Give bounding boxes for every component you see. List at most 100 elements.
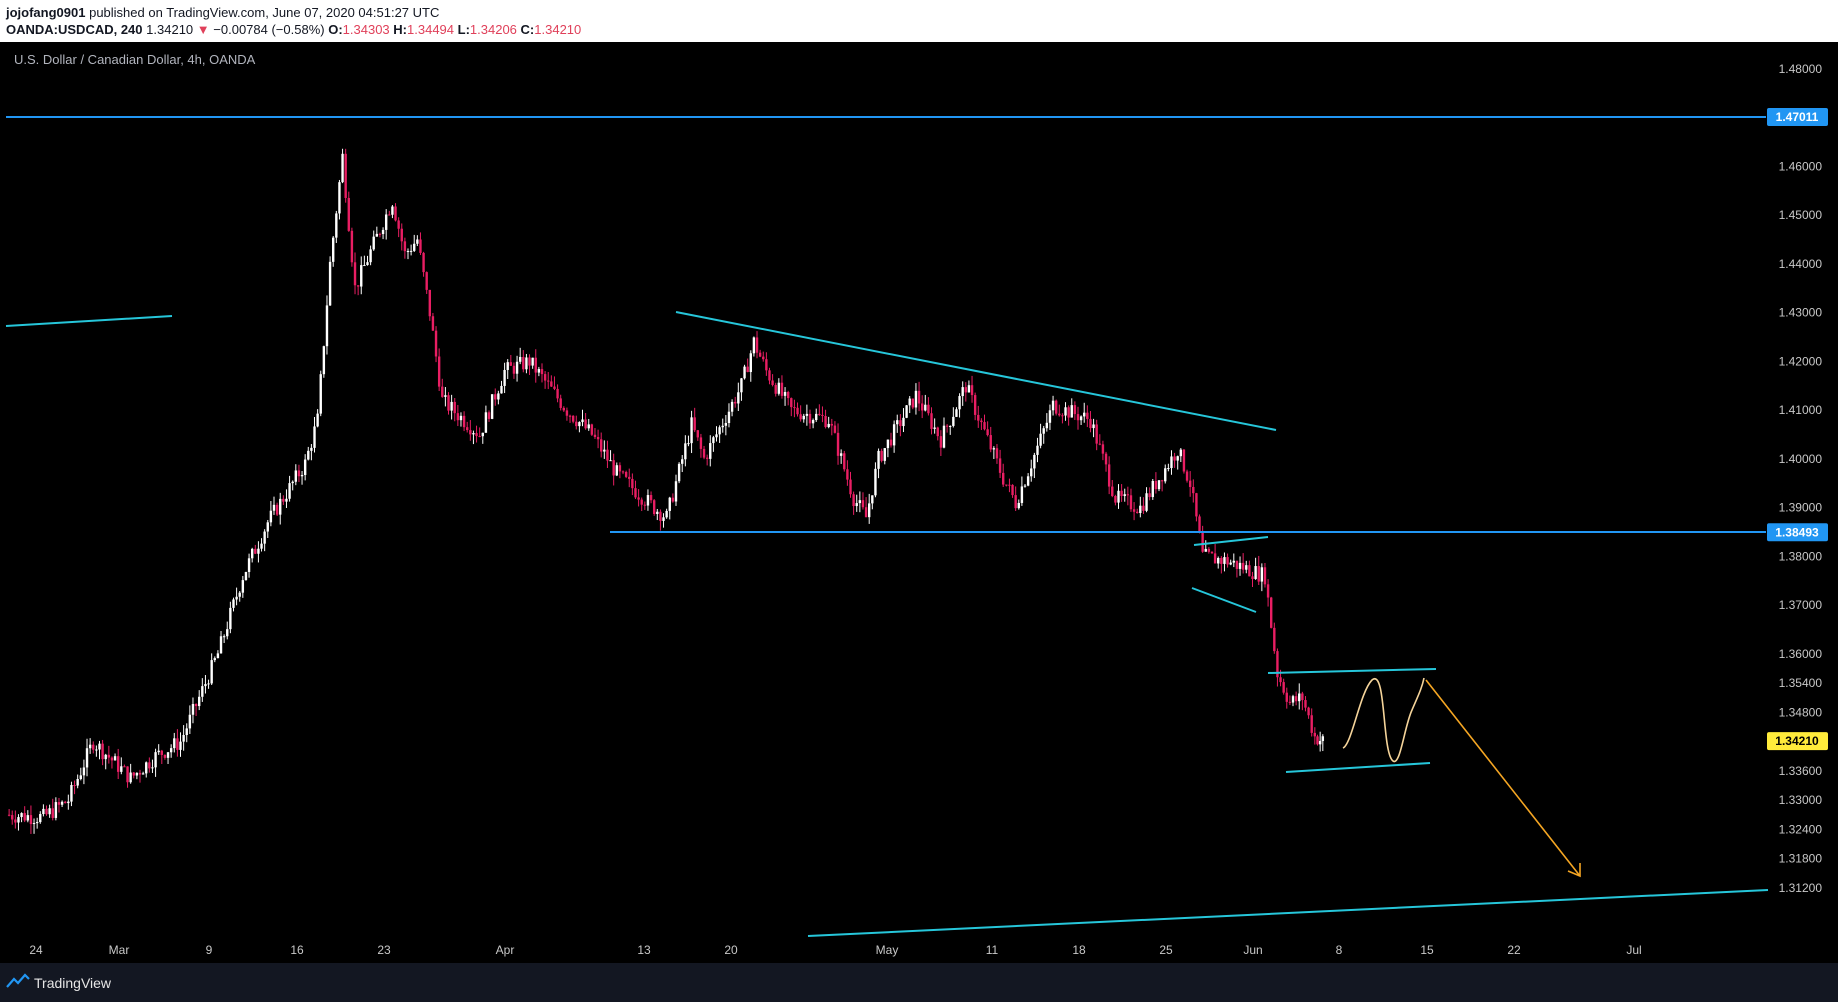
flag-upper-line[interactable] (1193, 536, 1269, 546)
candle-up (1070, 405, 1073, 418)
projection-arrow[interactable] (1425, 679, 1581, 877)
candle-down (917, 390, 921, 404)
candle-down (275, 504, 279, 515)
candle-up (182, 734, 185, 742)
candle-up (777, 382, 781, 394)
candle-up (332, 237, 335, 262)
candle-down (550, 381, 553, 387)
candle-up (687, 443, 690, 445)
candle-down (437, 356, 441, 387)
candle-down (793, 407, 796, 409)
candle-down (821, 414, 824, 416)
long-support-line[interactable] (807, 889, 1769, 937)
candle-down (1192, 486, 1195, 494)
candle-up (490, 394, 494, 419)
candle-up (805, 413, 809, 416)
candle-up (20, 813, 23, 818)
candle-up (95, 749, 98, 751)
candle-down (995, 448, 999, 459)
candle-down (808, 413, 812, 424)
candle-up (914, 390, 918, 408)
candle-up (413, 243, 416, 251)
candle-up (603, 449, 606, 452)
candle-down (824, 415, 827, 428)
candle-down (1182, 449, 1186, 472)
candle-down (1316, 736, 1319, 745)
x-tick-label: 18 (1072, 943, 1086, 957)
candle-up (892, 424, 896, 446)
candle-up (444, 395, 447, 397)
candle-down (1061, 415, 1064, 417)
tradingview-logo-icon[interactable] (6, 973, 30, 989)
candle-up (285, 498, 288, 502)
tradingview-brand[interactable]: TradingView (34, 975, 112, 991)
price-axis[interactable]: 1.48000 1.46000 1.45000 1.44000 1.43000 1.420… (1779, 62, 1823, 895)
projected-wave-path[interactable] (1342, 677, 1425, 763)
candle-up (827, 423, 830, 428)
candle-up (32, 823, 36, 825)
candle-down (1104, 453, 1108, 465)
flag-lower-line[interactable] (1191, 587, 1257, 613)
candle-up (316, 413, 319, 427)
candle-down (356, 285, 360, 287)
candle-down (1304, 700, 1307, 708)
candle-up (250, 548, 254, 559)
range-lower-line[interactable] (1285, 762, 1431, 773)
candle-down (849, 479, 852, 495)
candle-down (1132, 509, 1136, 512)
candle-down (774, 384, 777, 394)
candle-down (388, 214, 391, 216)
candle-down (977, 414, 980, 421)
candle-down (123, 766, 126, 768)
candle-up (656, 511, 659, 514)
candle-down (755, 337, 759, 353)
author-name[interactable]: jojofang0901 (6, 5, 86, 20)
candle-down (1148, 493, 1151, 498)
time-axis[interactable]: 24 Mar 9 16 23 Apr 13 20 May 11 18 25 Jun 8 15 22 Jul (29, 943, 1641, 957)
candle-up (905, 405, 908, 418)
candle-up (1083, 412, 1086, 417)
y-tick-label: 1.31800 (1779, 852, 1823, 866)
candle-down (565, 410, 569, 416)
candle-down (1008, 484, 1011, 486)
candle-up (369, 249, 372, 263)
candle-up (902, 417, 905, 427)
y-tick-label: 1.34800 (1779, 705, 1823, 719)
candle-down (621, 471, 625, 473)
price-chart[interactable]: U.S. Dollar / Canadian Dollar, 4h, OANDA… (0, 42, 1838, 963)
candle-up (811, 420, 815, 424)
candle-up (216, 653, 220, 659)
candle-up (360, 265, 363, 287)
candle-up (48, 808, 51, 815)
candle-down (1135, 511, 1139, 513)
close-value: 1.34210 (534, 22, 582, 37)
candle-down (148, 762, 151, 769)
chart-area[interactable]: U.S. Dollar / Canadian Dollar, 4h, OANDA… (0, 42, 1838, 963)
candle-up (406, 250, 410, 252)
candle-down (799, 414, 802, 420)
candle-down (559, 398, 562, 408)
x-tick-label: Apr (496, 943, 515, 957)
descending-trendline[interactable] (675, 311, 1277, 431)
y-tick-label: 1.43000 (1779, 306, 1823, 320)
candle-down (702, 448, 706, 458)
candle-down (973, 395, 977, 415)
range-upper-line[interactable] (1267, 668, 1437, 674)
candle-up (961, 387, 964, 397)
trendline-left[interactable] (5, 315, 173, 327)
candle-up (1254, 566, 1257, 579)
candle-down (543, 374, 547, 381)
candle-up (322, 346, 326, 375)
candle-up (886, 439, 890, 449)
candle-up (1151, 480, 1154, 498)
x-tick-label: 11 (986, 943, 999, 957)
candle-up (1170, 456, 1173, 469)
candle-up (1217, 557, 1220, 564)
open-value: 1.34303 (342, 22, 390, 37)
candle-down (1002, 472, 1005, 485)
candle-down (1310, 715, 1313, 733)
candle-down (110, 757, 114, 761)
candle-up (173, 738, 176, 749)
candle-down (1111, 486, 1114, 496)
candle-down (297, 470, 301, 477)
